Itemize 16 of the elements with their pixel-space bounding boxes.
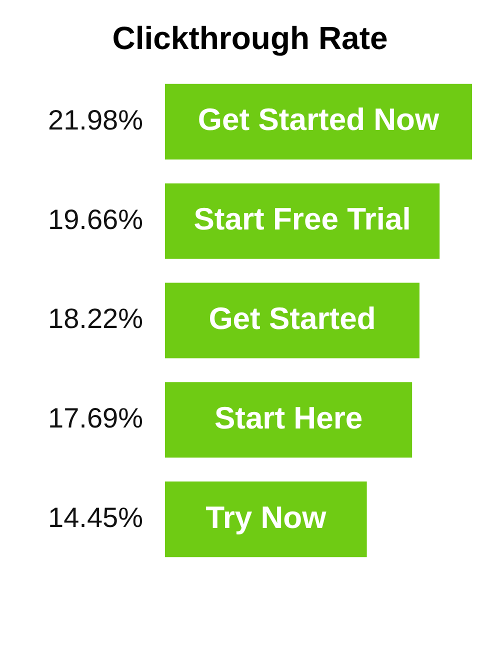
- data-label: 21.98%: [48, 104, 143, 136]
- bar: [165, 84, 472, 160]
- bar: [165, 482, 367, 558]
- data-label: 18.22%: [48, 303, 143, 334]
- bar: [165, 183, 440, 259]
- y-tick-label: Start Here: [214, 400, 363, 436]
- y-tick-label: Try Now: [206, 500, 328, 535]
- y-tick-label: Get Started: [208, 301, 376, 336]
- data-label: 19.66%: [48, 204, 143, 235]
- y-tick-label: Get Started Now: [198, 102, 440, 138]
- data-label: 14.45%: [48, 502, 143, 534]
- chart-title: Clickthrough Rate: [112, 20, 388, 56]
- bar: [165, 382, 412, 458]
- y-tick-label: Start Free Trial: [194, 202, 411, 237]
- data-label: 17.69%: [48, 402, 143, 434]
- bar: [165, 282, 420, 358]
